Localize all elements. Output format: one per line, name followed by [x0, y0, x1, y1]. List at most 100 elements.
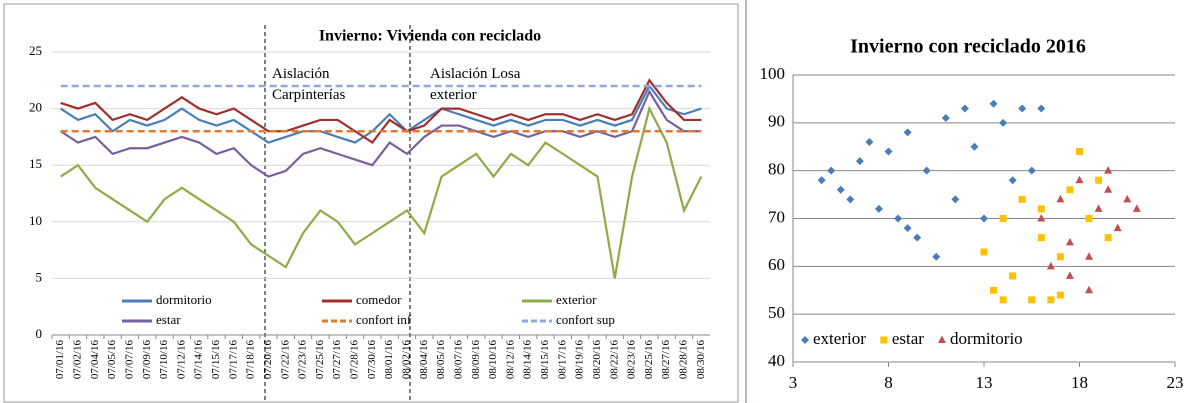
point — [1123, 194, 1132, 203]
point — [1047, 296, 1055, 304]
point — [855, 157, 864, 166]
x-tick-label: 18 — [1071, 373, 1088, 392]
point — [1104, 185, 1113, 193]
point — [999, 118, 1008, 127]
x-tick-label: 07/01/16 — [54, 340, 66, 380]
point — [827, 166, 836, 175]
point — [1113, 223, 1122, 232]
x-tick-label: 07/02/16 — [72, 340, 84, 380]
legend-swatch — [801, 336, 809, 344]
x-tick-label: 08/30/16 — [695, 340, 707, 380]
point — [1028, 296, 1036, 304]
x-tick-label: 08/14/16 — [522, 340, 534, 380]
x-tick-label: 3 — [789, 373, 798, 392]
x-tick-label: 07/25/16 — [314, 340, 326, 380]
legend-label: dormitorio — [156, 292, 212, 307]
annotation: Aislación Carpinterías — [272, 66, 346, 103]
x-tick-label: 08/07/16 — [452, 340, 464, 380]
x-tick-label: 08/04/16 — [418, 340, 430, 380]
point — [903, 224, 912, 233]
y-tick-label: 5 — [36, 269, 43, 284]
legend-label: confort inf — [356, 312, 412, 327]
y-tick-label: 20 — [29, 100, 42, 115]
point — [836, 185, 845, 194]
point — [1085, 285, 1094, 294]
x-tick-label: 13 — [976, 373, 993, 392]
point — [932, 252, 941, 261]
x-tick-label: 08/12/16 — [504, 340, 516, 380]
point — [1009, 272, 1017, 280]
x-tick-label: 07/05/16 — [106, 340, 118, 380]
point — [999, 215, 1007, 222]
point — [1037, 214, 1046, 222]
point — [1046, 261, 1055, 270]
point — [846, 195, 855, 204]
left-panel — [3, 3, 739, 403]
x-tick-label: 07/09/16 — [141, 340, 153, 380]
y-tick-label: 70 — [768, 207, 785, 226]
point — [922, 166, 931, 175]
point — [1008, 176, 1017, 185]
x-tick-label: 08/19/16 — [574, 340, 586, 380]
x-tick-label: 07/23/16 — [297, 340, 309, 380]
point — [903, 128, 912, 137]
point — [1037, 205, 1045, 213]
point — [960, 104, 969, 113]
legend-label: exterior — [556, 292, 597, 307]
point — [990, 286, 998, 294]
x-tick-label: 08/28/16 — [678, 340, 690, 380]
point — [1085, 252, 1094, 260]
point — [874, 204, 883, 213]
x-tick-label: 08/15/16 — [539, 340, 551, 380]
legend-label: confort sup — [556, 312, 615, 327]
x-tick-label: 07/17/16 — [227, 340, 239, 380]
point — [1095, 176, 1103, 184]
x-tick-label: 08/25/16 — [643, 340, 655, 380]
point — [1075, 175, 1084, 184]
legend-label: comedor — [356, 292, 402, 307]
x-tick-label: 08/05/16 — [435, 340, 447, 380]
point — [980, 248, 988, 256]
series-line — [60, 83, 702, 144]
x-tick-label: 07/12/16 — [175, 340, 187, 380]
point — [1076, 148, 1083, 156]
legend-swatch — [937, 335, 946, 343]
series-line — [60, 105, 703, 279]
annotation: Aislación Losa exterior — [430, 66, 521, 103]
x-tick-label: 07/07/16 — [123, 340, 135, 380]
x-tick-label: 07/14/16 — [193, 340, 205, 380]
point — [1094, 204, 1103, 212]
point — [1018, 195, 1026, 203]
legend-label: exterior — [813, 329, 866, 348]
point — [1132, 204, 1141, 212]
x-tick-label: 08/20/16 — [591, 340, 603, 380]
point — [884, 147, 893, 156]
y-tick-label: 60 — [768, 255, 785, 274]
x-tick-label: 08/09/16 — [470, 340, 482, 380]
legend-label: dormitorio — [950, 329, 1023, 348]
point — [1056, 253, 1064, 261]
y-tick-label: 15 — [29, 156, 42, 171]
y-tick-label: 80 — [768, 160, 785, 179]
point — [1066, 186, 1074, 194]
x-tick-label: 08/17/16 — [556, 340, 568, 380]
legend-label: estar — [156, 312, 181, 327]
x-tick-label: 23 — [1167, 373, 1184, 392]
legend-label: estar — [892, 329, 924, 348]
y-tick-label: 0 — [36, 326, 43, 341]
x-tick-label: 07/15/16 — [210, 340, 222, 380]
x-tick-label: 08/10/16 — [487, 340, 499, 380]
x-tick-label: 07/18/16 — [245, 340, 257, 380]
point — [1104, 234, 1112, 242]
point — [951, 195, 960, 204]
point — [1056, 194, 1065, 203]
point — [980, 214, 988, 223]
y-tick-label: 40 — [768, 351, 785, 370]
x-tick-label: 07/30/16 — [366, 340, 378, 380]
point — [1065, 237, 1074, 246]
x-tick-label: 08/01/16 — [383, 340, 395, 380]
point — [865, 137, 874, 146]
point — [989, 99, 998, 108]
